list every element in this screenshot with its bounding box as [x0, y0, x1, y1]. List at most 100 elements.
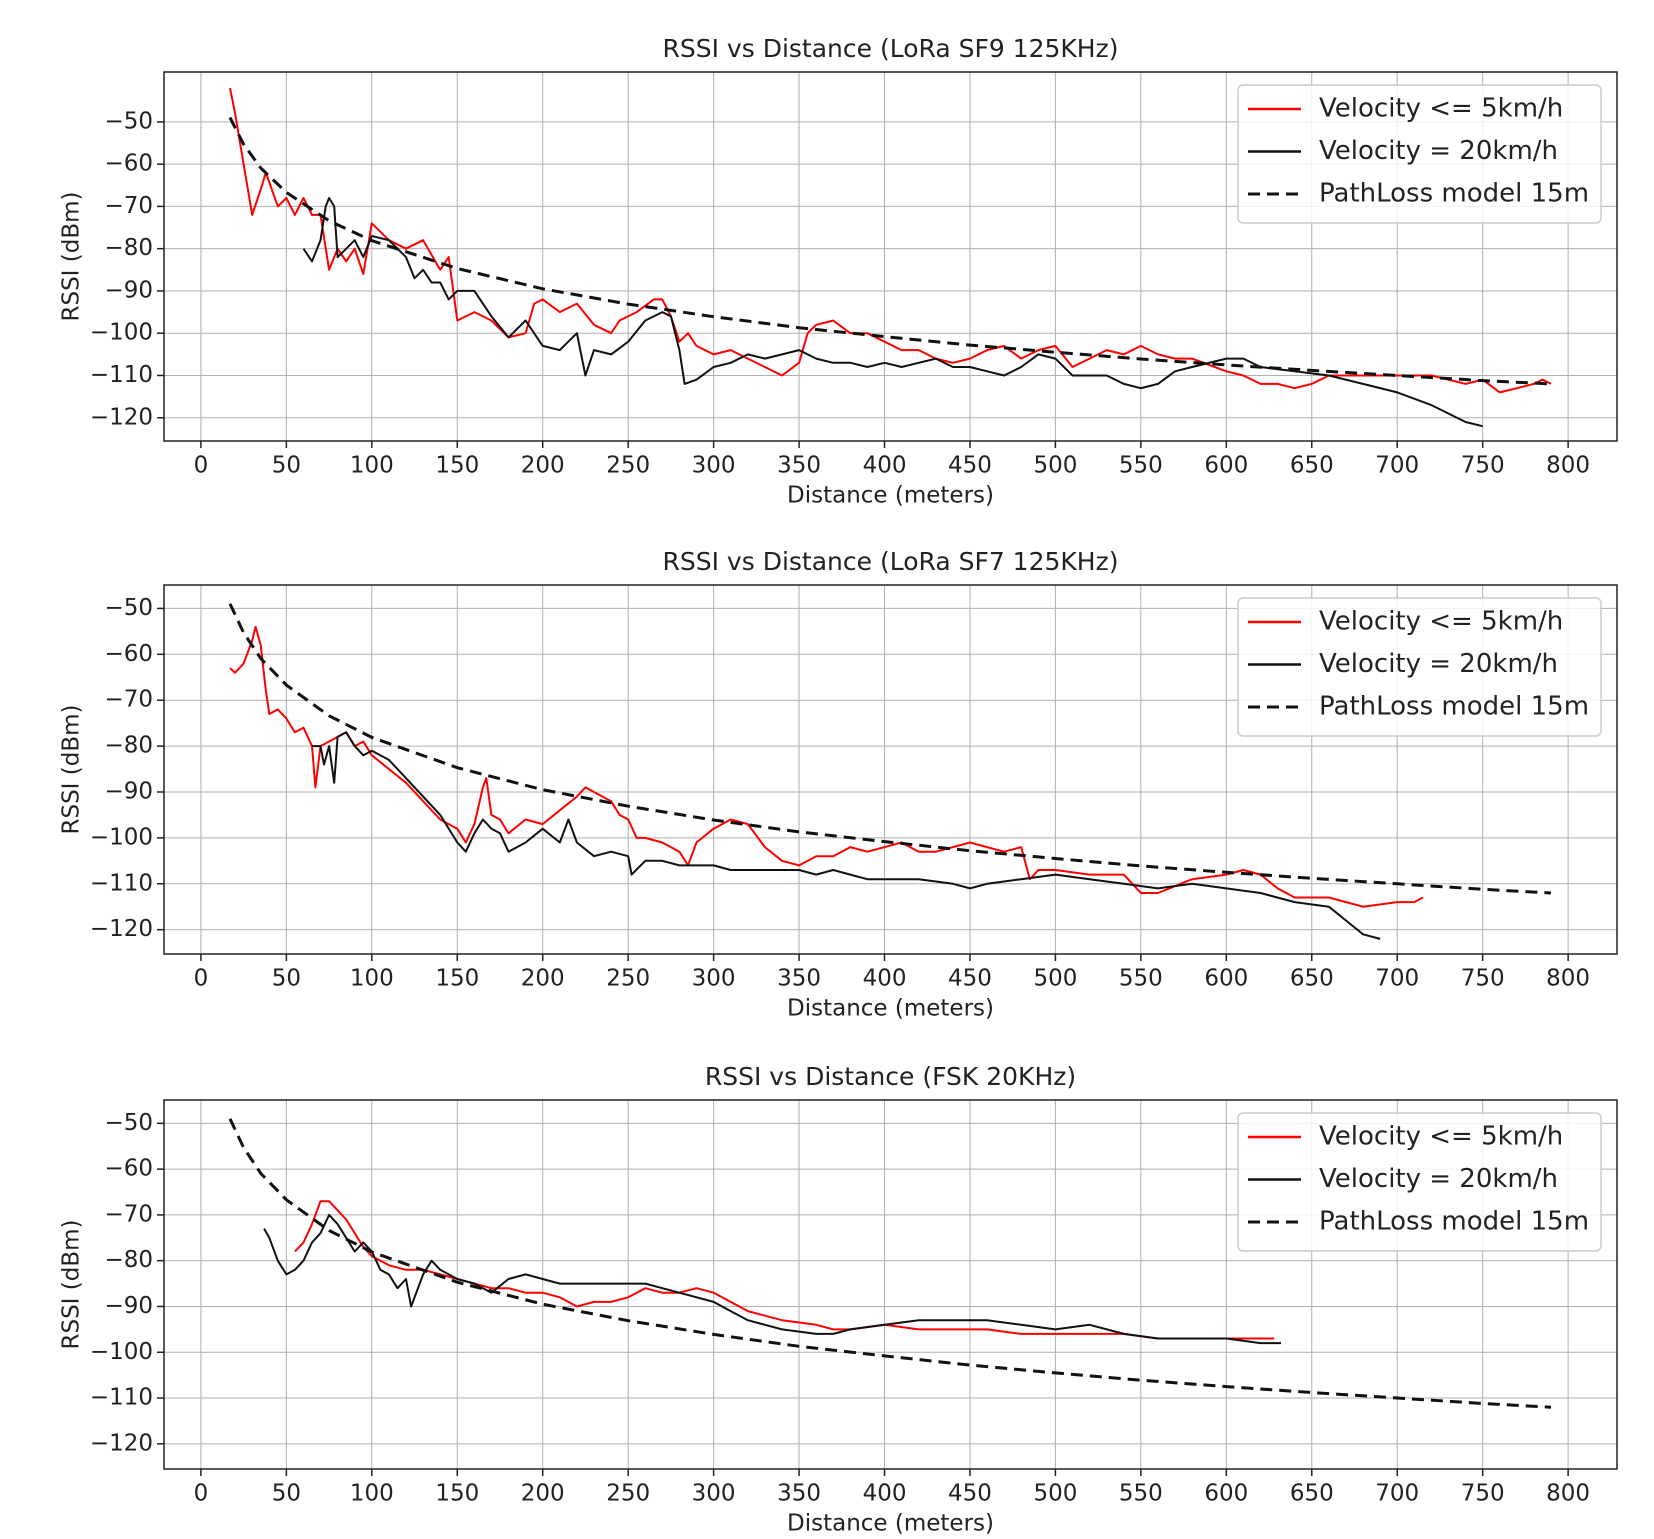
series-line: [228, 603, 1552, 895]
x-tick-label: 150: [435, 453, 479, 479]
x-tick-label: 600: [1204, 453, 1248, 479]
legend-label: PathLoss model 15m: [1319, 692, 1589, 722]
x-tick-label: 500: [1033, 1481, 1077, 1507]
axes-frame: [163, 71, 1618, 442]
x-tick-label: 50: [272, 966, 301, 992]
chart-title: RSSI vs Distance (LoRa SF7 125KHz): [663, 547, 1119, 576]
y-tick-label: −100: [90, 1339, 153, 1365]
x-tick-label: 500: [1033, 453, 1077, 479]
y-tick-label: −90: [104, 778, 153, 804]
x-tick-label: 650: [1290, 1481, 1334, 1507]
y-tick-label: −70: [104, 193, 153, 219]
x-tick-label: 400: [863, 1481, 907, 1507]
legend-box: [1237, 597, 1602, 737]
x-tick-label: 300: [692, 966, 736, 992]
y-tick-label: −90: [104, 1293, 153, 1319]
plot: 0 50 100 150 200 250 300 350 400 450 500 550 600 650 7…: [59, 547, 1618, 1022]
x-tick-label: 100: [350, 1481, 394, 1507]
y-tick-label: −50: [104, 1110, 153, 1136]
x-tick-label: 0: [194, 453, 209, 479]
y-tick-label: −60: [104, 1156, 153, 1182]
legend: Velocity <= 5km/h Velocity = 20km/h PathLo…: [1237, 1112, 1602, 1252]
x-tick-label: 250: [606, 453, 650, 479]
x-tick-label: 700: [1375, 966, 1419, 992]
y-tick-label: −80: [104, 1247, 153, 1273]
legend-label: Velocity <= 5km/h: [1319, 94, 1563, 124]
series-line: [228, 116, 1552, 386]
y-axis-label: RSSI (dBm): [59, 191, 85, 321]
x-tick-label: 350: [777, 1481, 821, 1507]
y-tick-label: −70: [104, 687, 153, 713]
y-tick-label: −100: [90, 824, 153, 850]
x-tick-label: 250: [606, 966, 650, 992]
x-tick-label: 50: [272, 453, 301, 479]
x-tick-label: 50: [272, 1481, 301, 1507]
x-tick-label: 200: [521, 1481, 565, 1507]
chart-title: RSSI vs Distance (LoRa SF9 125KHz): [663, 34, 1119, 63]
y-tick-label: −110: [90, 362, 153, 388]
y-tick-label: −60: [104, 641, 153, 667]
x-tick-label: 250: [606, 1481, 650, 1507]
chart-title: RSSI vs Distance (FSK 20KHz): [705, 1062, 1076, 1091]
x-tick-label: 200: [521, 966, 565, 992]
y-tick-label: −60: [104, 151, 153, 177]
x-tick-label: 700: [1375, 453, 1419, 479]
series-line: [302, 197, 1483, 428]
y-tick-label: −50: [104, 595, 153, 621]
x-tick-label: 800: [1546, 966, 1590, 992]
x-tick-label: 450: [948, 966, 992, 992]
x-tick-label: 450: [948, 1481, 992, 1507]
x-tick-label: 750: [1461, 966, 1505, 992]
y-tick-label: −70: [104, 1201, 153, 1227]
plot: 0 50 100 150 200 250 300 350 400 450 500 550 600 650 7…: [59, 1062, 1618, 1537]
x-tick-label: 650: [1290, 453, 1334, 479]
x-tick-label: 200: [521, 453, 565, 479]
y-tick-label: −120: [90, 916, 153, 942]
y-tick-label: −120: [90, 404, 153, 430]
x-tick-label: 300: [692, 453, 736, 479]
x-tick-label: 150: [435, 966, 479, 992]
x-tick-label: 350: [777, 966, 821, 992]
x-axis-label: Distance (meters): [787, 483, 994, 509]
x-tick-label: 800: [1546, 453, 1590, 479]
x-tick-label: 150: [435, 1481, 479, 1507]
x-tick-label: 450: [948, 453, 992, 479]
legend-label: Velocity = 20km/h: [1319, 1164, 1558, 1194]
legend: Velocity <= 5km/h Velocity = 20km/h PathLo…: [1237, 84, 1602, 224]
x-tick-label: 0: [194, 1481, 209, 1507]
x-tick-label: 0: [194, 966, 209, 992]
legend-box: [1237, 84, 1602, 224]
series-line: [263, 1213, 1281, 1345]
axes-frame: [163, 584, 1618, 955]
x-axis-label: Distance (meters): [787, 1511, 994, 1537]
x-tick-label: 550: [1119, 966, 1163, 992]
y-axis-label: RSSI (dBm): [59, 704, 85, 834]
x-tick-label: 400: [863, 453, 907, 479]
x-tick-label: 600: [1204, 1481, 1248, 1507]
y-tick-label: −110: [90, 1385, 153, 1411]
x-tick-label: 400: [863, 966, 907, 992]
legend-box: [1237, 1112, 1602, 1252]
x-tick-label: 800: [1546, 1481, 1590, 1507]
x-tick-label: 100: [350, 453, 394, 479]
x-tick-label: 300: [692, 1481, 736, 1507]
y-tick-label: −110: [90, 870, 153, 896]
series-line: [228, 1118, 1552, 1409]
x-tick-label: 550: [1119, 1481, 1163, 1507]
y-axis-label: RSSI (dBm): [59, 1219, 85, 1349]
x-tick-label: 500: [1033, 966, 1077, 992]
legend: Velocity <= 5km/h Velocity = 20km/h PathLo…: [1237, 597, 1602, 737]
x-tick-label: 550: [1119, 453, 1163, 479]
x-tick-label: 350: [777, 453, 821, 479]
y-tick-label: −80: [104, 235, 153, 261]
legend-label: Velocity = 20km/h: [1319, 136, 1558, 166]
legend-label: PathLoss model 15m: [1319, 1207, 1589, 1237]
y-tick-label: −120: [90, 1430, 153, 1456]
legend-label: Velocity <= 5km/h: [1319, 607, 1563, 637]
legend-label: Velocity = 20km/h: [1319, 649, 1558, 679]
x-tick-label: 700: [1375, 1481, 1419, 1507]
plot: 0 50 100 150 200 250 300 350 400 450 500 550 600 650 7…: [59, 34, 1618, 509]
x-tick-label: 650: [1290, 966, 1334, 992]
y-tick-label: −50: [104, 108, 153, 134]
